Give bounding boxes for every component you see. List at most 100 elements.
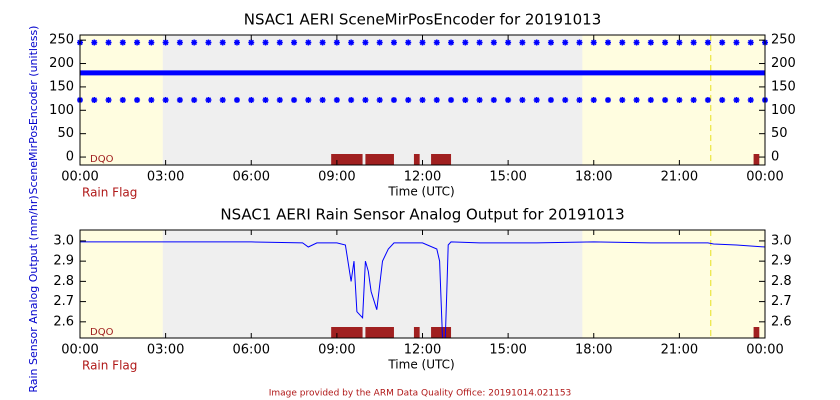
point	[490, 97, 497, 103]
y-axis-label: SceneMirPosEncoder (unitless)	[27, 26, 40, 195]
point	[176, 97, 183, 103]
point	[704, 97, 711, 103]
point	[590, 97, 597, 103]
x-tick-label: 21:00	[661, 170, 698, 185]
point	[605, 97, 612, 103]
point	[733, 39, 740, 46]
x-tick-label: 18:00	[575, 343, 612, 358]
point	[419, 39, 426, 46]
point	[448, 39, 455, 46]
rain-flag-bar	[365, 154, 394, 165]
point	[719, 39, 726, 46]
x-tick-label: 21:00	[661, 343, 698, 358]
point	[505, 39, 512, 46]
shading-band	[582, 230, 765, 338]
point	[676, 97, 683, 103]
point	[148, 39, 155, 46]
point	[91, 97, 98, 103]
rain-flag-bar	[753, 154, 760, 165]
point	[91, 39, 98, 46]
point	[319, 39, 326, 46]
point	[305, 97, 312, 103]
point	[134, 97, 141, 103]
x-tick-label: 00:00	[61, 170, 98, 185]
point	[433, 39, 440, 46]
point	[533, 97, 540, 103]
point	[390, 39, 397, 46]
x-tick-label: 03:00	[147, 170, 184, 185]
point	[348, 39, 355, 46]
point	[433, 97, 440, 103]
y-tick-label: 2.8	[53, 274, 74, 289]
y-tick-label-right: 2.6	[771, 314, 792, 329]
point	[319, 97, 326, 103]
series-line	[80, 241, 766, 339]
point	[162, 39, 169, 46]
point	[676, 39, 683, 46]
point	[547, 39, 554, 46]
point	[690, 97, 697, 103]
point	[233, 39, 240, 46]
rain-flag-label: Rain Flag	[82, 186, 137, 200]
point	[547, 97, 554, 103]
point	[405, 39, 412, 46]
x-tick-label: 00:00	[61, 343, 98, 358]
point	[105, 39, 112, 46]
point	[562, 97, 569, 103]
dqo-label: DQO	[90, 154, 114, 165]
rain-flag-bar	[365, 327, 394, 338]
x-tick-label: 12:00	[404, 343, 441, 358]
x-tick-label: 15:00	[489, 170, 526, 185]
y-tick-label-right: 0	[771, 150, 779, 165]
chart-title: NSAC1 AERI Rain Sensor Analog Output for…	[220, 206, 624, 224]
point	[248, 97, 255, 103]
point	[119, 97, 126, 103]
y-tick-label: 0	[66, 150, 74, 165]
point	[105, 97, 112, 103]
point	[176, 39, 183, 46]
point	[162, 97, 169, 103]
point	[633, 97, 640, 103]
point	[476, 39, 483, 46]
point	[576, 97, 583, 103]
y-tick-label: 2.6	[53, 314, 74, 329]
point	[262, 39, 269, 46]
point	[276, 39, 283, 46]
point	[647, 39, 654, 46]
y-axis-label: Rain Sensor Analog Output (mm/hr)	[27, 195, 40, 392]
point	[348, 97, 355, 103]
y-tick-label: 50	[57, 126, 74, 141]
rain-flag-label: Rain Flag	[82, 359, 137, 373]
point	[333, 97, 340, 103]
point	[747, 39, 754, 46]
shading-band	[80, 230, 163, 338]
point	[662, 97, 669, 103]
y-tick-label-right: 100	[771, 103, 796, 118]
point	[405, 97, 412, 103]
x-tick-label: 00:00	[746, 170, 783, 185]
point	[733, 97, 740, 103]
y-tick-label-right: 2.9	[771, 254, 792, 269]
point	[619, 39, 626, 46]
point	[719, 97, 726, 103]
point	[519, 97, 526, 103]
x-tick-label: 09:00	[318, 343, 355, 358]
point	[462, 39, 469, 46]
y-tick-label-right: 250	[771, 33, 796, 48]
x-tick-label: 00:00	[746, 343, 783, 358]
rain-flag-bar	[331, 327, 363, 338]
point	[262, 97, 269, 103]
rain-flag-bar	[753, 327, 760, 338]
point	[305, 39, 312, 46]
dqo-label: DQO	[90, 327, 114, 338]
x-tick-label: 09:00	[318, 170, 355, 185]
x-axis-label: Time (UTC)	[387, 358, 454, 372]
x-axis-label: Time (UTC)	[387, 185, 454, 199]
point	[590, 39, 597, 46]
point	[191, 39, 198, 46]
y-tick-label-right: 3.0	[771, 233, 792, 248]
footer: Image provided by the ARM Data Quality O…	[269, 389, 572, 399]
point	[704, 39, 711, 46]
point	[233, 97, 240, 103]
